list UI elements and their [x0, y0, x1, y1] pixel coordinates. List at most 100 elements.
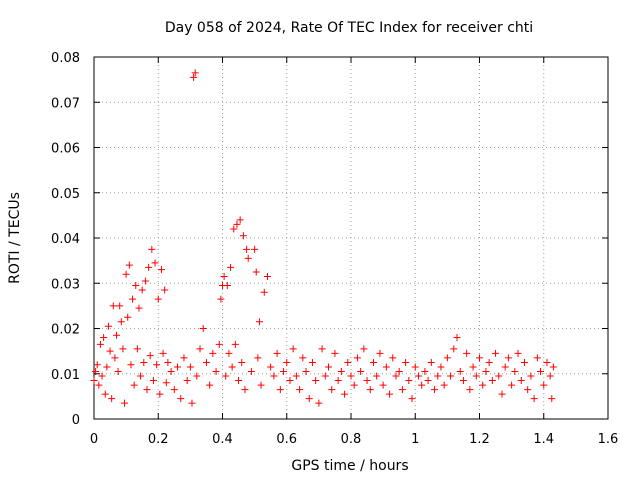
data-point: [392, 372, 400, 380]
data-point: [524, 386, 532, 394]
data-point: [520, 358, 528, 366]
data-point: [299, 354, 307, 362]
data-point: [501, 363, 509, 371]
data-point: [476, 354, 483, 362]
data-point: [122, 270, 130, 278]
data-point: [98, 372, 106, 380]
data-point: [405, 377, 413, 385]
data-point: [148, 245, 156, 253]
grid: [94, 57, 608, 419]
data-point: [104, 322, 112, 330]
data-point: [459, 377, 467, 385]
data-point: [453, 334, 461, 342]
data-point: [270, 372, 278, 380]
data-point: [328, 386, 336, 394]
x-tick-label: 0.8: [341, 432, 362, 447]
data-point: [255, 318, 263, 326]
data-point: [549, 363, 557, 371]
data-point: [472, 372, 480, 380]
data-point: [527, 372, 535, 380]
data-point: [280, 367, 288, 375]
data-point: [517, 377, 525, 385]
data-point: [254, 354, 262, 362]
data-point: [511, 367, 519, 375]
data-point: [149, 377, 157, 385]
data-point: [103, 363, 111, 371]
data-point: [482, 367, 490, 375]
data-point: [133, 345, 141, 353]
data-point: [308, 358, 316, 366]
data-point: [469, 363, 477, 371]
data-point: [167, 367, 175, 375]
data-point: [382, 363, 390, 371]
data-point: [93, 361, 101, 369]
data-point: [112, 331, 120, 339]
data-point: [263, 272, 271, 280]
data-point: [508, 381, 516, 389]
data-point: [283, 358, 291, 366]
data-point: [109, 302, 117, 310]
y-tick-label: 0.04: [51, 232, 80, 247]
data-point: [241, 386, 249, 394]
data-point: [334, 377, 342, 385]
data-point: [305, 395, 313, 403]
data-point: [202, 358, 210, 366]
data-point: [548, 395, 556, 403]
data-point: [379, 381, 387, 389]
data-point: [418, 381, 426, 389]
data-point: [233, 220, 241, 228]
x-tick-label: 0.2: [148, 432, 169, 447]
data-point: [212, 367, 220, 375]
data-point: [156, 390, 164, 398]
data-point: [495, 372, 503, 380]
plot-frame: [93, 56, 609, 420]
data-point: [546, 372, 554, 380]
data-point: [143, 386, 151, 394]
data-point: [154, 295, 162, 303]
data-point: [398, 386, 406, 394]
x-tick-label: 0: [90, 432, 98, 447]
data-point: [414, 372, 422, 380]
data-point: [537, 367, 545, 375]
data-point: [146, 352, 154, 360]
data-point: [447, 372, 455, 380]
data-point: [193, 372, 201, 380]
data-point: [363, 377, 371, 385]
data-point: [408, 395, 416, 403]
data-point: [90, 377, 98, 385]
data-point: [225, 349, 233, 357]
data-point: [533, 354, 541, 362]
data-point: [421, 367, 429, 375]
data-point: [209, 349, 217, 357]
data-point: [344, 358, 352, 366]
data-point: [153, 361, 161, 369]
data-point: [164, 358, 172, 366]
data-point: [130, 381, 138, 389]
data-point: [463, 349, 471, 357]
data-point: [230, 225, 238, 233]
x-tick-label: 0.4: [212, 432, 233, 447]
data-point: [357, 367, 365, 375]
data-point: [292, 372, 300, 380]
data-point: [236, 216, 244, 224]
data-point: [157, 266, 165, 274]
data-point: [376, 349, 384, 357]
data-point: [437, 363, 445, 371]
data-point: [174, 363, 182, 371]
data-point: [125, 261, 133, 269]
data-point: [350, 381, 358, 389]
data-point: [402, 358, 410, 366]
data-point: [196, 345, 204, 353]
data-point: [100, 334, 108, 342]
data-point: [331, 349, 339, 357]
data-point: [217, 295, 225, 303]
data-point: [220, 272, 228, 280]
data-point: [235, 377, 243, 385]
data-point: [121, 399, 129, 407]
y-tick-label: 0.05: [51, 187, 80, 202]
y-tick-labels: 0 0.01 0.02 0.03 0.04 0.05 0.06 0.07 0.08: [51, 51, 80, 428]
data-point: [138, 286, 146, 294]
data-point: [132, 282, 140, 290]
data-point: [114, 367, 122, 375]
